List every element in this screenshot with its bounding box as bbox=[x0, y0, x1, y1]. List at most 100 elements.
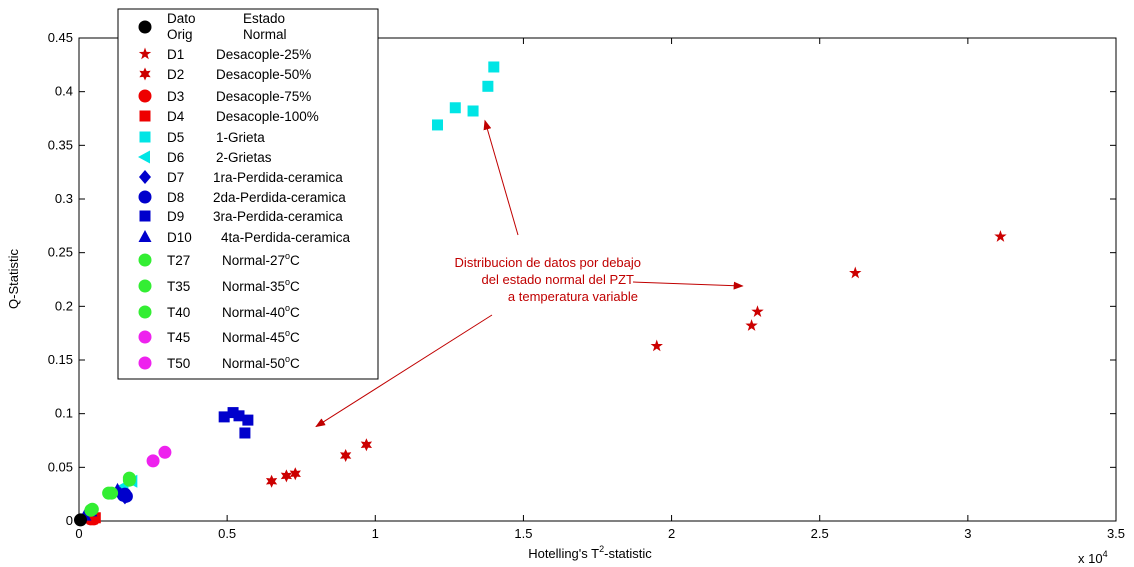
annotation-line-3: a temperatura variable bbox=[508, 289, 638, 304]
x-scale-exponent: 4 bbox=[1103, 549, 1108, 559]
legend-code-t45: T45 bbox=[167, 330, 190, 345]
y-tick-label: 0.15 bbox=[48, 352, 73, 367]
data-point-t35 bbox=[122, 473, 136, 487]
legend-marker-t45 bbox=[138, 330, 152, 344]
data-point-d1 bbox=[745, 319, 758, 331]
data-point-d2 bbox=[340, 449, 352, 463]
data-point-d2 bbox=[265, 474, 278, 488]
legend-box bbox=[117, 8, 379, 380]
legend-marker-d4 bbox=[139, 110, 151, 122]
legend-marker-d10 bbox=[138, 230, 152, 242]
data-point-d1 bbox=[751, 305, 764, 317]
x-tick-label: 1 bbox=[372, 526, 379, 541]
legend-marker-t27 bbox=[138, 253, 152, 267]
data-point-d9 bbox=[242, 414, 254, 426]
data-point-d2 bbox=[360, 438, 373, 452]
legend-code-d9: D9 bbox=[167, 209, 184, 224]
data-point-d5 bbox=[467, 105, 479, 117]
y-tick-label: 0.35 bbox=[48, 137, 73, 152]
y-tick-label: 0 bbox=[66, 513, 73, 528]
y-tick-label: 0.1 bbox=[55, 406, 73, 421]
x-axis-ticks: 0 0.5 1 1.5 2 2.5 3 3.5 bbox=[75, 38, 1125, 541]
legend-marker-dato-orig bbox=[138, 20, 152, 34]
data-points bbox=[73, 61, 1007, 527]
legend-label-d9: 3ra-Perdida-ceramica bbox=[213, 209, 343, 224]
y-tick-label: 0.05 bbox=[48, 459, 73, 474]
y-tick-label: 0.4 bbox=[55, 84, 73, 99]
data-point-d5 bbox=[449, 102, 461, 114]
x-axis-label: Hotelling's T2-statistic bbox=[528, 544, 652, 561]
legend-code-d4: D4 bbox=[167, 109, 185, 124]
annotation-arrow bbox=[315, 314, 493, 428]
legend-code-t27: T27 bbox=[167, 253, 190, 268]
x-tick-label: 1.5 bbox=[514, 526, 532, 541]
legend-header-normal: Normal bbox=[243, 27, 287, 42]
legend-marker-d3 bbox=[138, 89, 152, 103]
legend-marker-d8 bbox=[138, 190, 152, 204]
legend-label-d4: Desacople-100% bbox=[216, 109, 319, 124]
legend-marker-d5 bbox=[139, 131, 151, 143]
data-point-d9 bbox=[233, 410, 245, 422]
legend-marker-t40 bbox=[138, 305, 152, 319]
annotation: Distribucion de datos por debajo del est… bbox=[315, 119, 744, 428]
data-point-t50 bbox=[158, 445, 172, 459]
legend-label-d8: 2da-Perdida-ceramica bbox=[213, 190, 346, 205]
legend-marker-d2 bbox=[139, 67, 151, 81]
data-point-d9 bbox=[218, 411, 230, 423]
legend-header-orig: Orig bbox=[167, 27, 193, 42]
legend-code-t40: T40 bbox=[167, 305, 190, 320]
legend-label-t45: Normal-45oC bbox=[222, 328, 300, 345]
legend-label-t50: Normal-50oC bbox=[222, 354, 300, 371]
legend-label-t40: Normal-40oC bbox=[222, 303, 300, 320]
x-tick-label: 0 bbox=[75, 526, 82, 541]
data-point-t40 bbox=[102, 486, 116, 500]
y-tick-label: 0.2 bbox=[55, 298, 73, 313]
legend-header-estado: Estado bbox=[243, 11, 285, 26]
legend-label-d1: Desacople-25% bbox=[216, 47, 311, 62]
legend-marker-d6 bbox=[138, 150, 150, 164]
y-axis-label: Q-Statistic bbox=[6, 249, 21, 309]
legend-marker-d7 bbox=[139, 170, 151, 184]
legend-code-d7: D7 bbox=[167, 170, 184, 185]
legend-label-d10: 4ta-Perdida-ceramica bbox=[221, 230, 351, 245]
x-axis-scale-factor: x 104 bbox=[1078, 549, 1108, 566]
legend-label-d7: 1ra-Perdida-ceramica bbox=[213, 170, 343, 185]
x-tick-label: 0.5 bbox=[218, 526, 236, 541]
x-axis-label-suffix: -statistic bbox=[604, 546, 652, 561]
x-axis-label-sup: 2 bbox=[599, 544, 604, 554]
data-point-d1 bbox=[650, 339, 663, 352]
legend-code-d1: D1 bbox=[167, 47, 184, 62]
legend-label-d3: Desacople-75% bbox=[216, 89, 311, 104]
data-point-d2 bbox=[280, 469, 293, 483]
legend-marker-t50 bbox=[138, 356, 152, 370]
data-point-d5 bbox=[432, 119, 444, 131]
y-tick-label: 0.25 bbox=[48, 245, 73, 260]
x-tick-label: 2.5 bbox=[811, 526, 829, 541]
data-point-d2 bbox=[289, 467, 301, 481]
legend-code-t35: T35 bbox=[167, 279, 190, 294]
legend-label-d5: 1-Grieta bbox=[216, 130, 265, 145]
legend-marker-d9 bbox=[139, 210, 151, 222]
data-point-t40 bbox=[84, 503, 98, 517]
x-tick-label: 3.5 bbox=[1107, 526, 1125, 541]
data-point-d9 bbox=[227, 407, 239, 419]
annotation-arrow bbox=[483, 119, 519, 236]
data-point-d5 bbox=[488, 61, 500, 73]
legend-code-d3: D3 bbox=[167, 89, 184, 104]
x-tick-label: 2 bbox=[668, 526, 675, 541]
legend-code-d8: D8 bbox=[167, 190, 184, 205]
legend-header-dato: Dato bbox=[167, 11, 196, 26]
legend-label-d6: 2-Grietas bbox=[216, 150, 272, 165]
annotation-arrow bbox=[632, 281, 744, 290]
x-axis-label-prefix: Hotelling's T bbox=[528, 546, 599, 561]
data-point-d1 bbox=[849, 266, 862, 279]
y-tick-label: 0.45 bbox=[48, 30, 73, 45]
annotation-line-2: del estado normal del PZT bbox=[482, 272, 635, 287]
legend-code-d10: D10 bbox=[167, 230, 192, 245]
data-point-d9 bbox=[239, 427, 251, 439]
legend-marker-t35 bbox=[138, 279, 152, 293]
legend-label-t35: Normal-35oC bbox=[222, 277, 300, 294]
legend-code-d6: D6 bbox=[167, 150, 184, 165]
annotation-line-1: Distribucion de datos por debajo bbox=[455, 255, 641, 270]
